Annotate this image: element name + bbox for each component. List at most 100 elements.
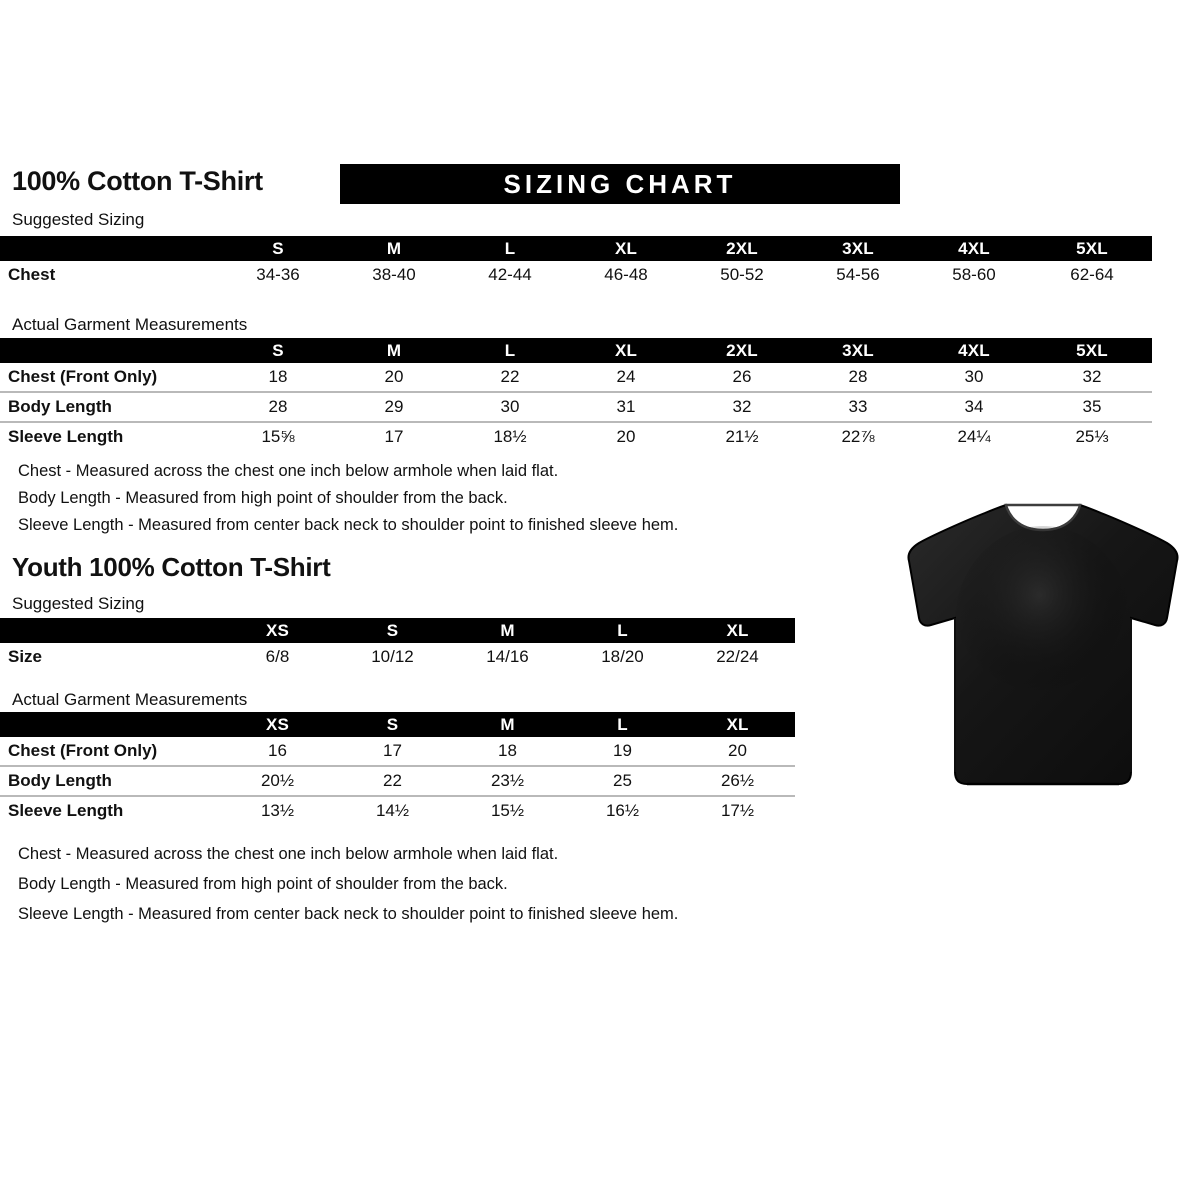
table-row: Body Length 28 29 30 31 32 33 34 35 [0, 392, 1152, 423]
cell-chest-xl: 46-48 [604, 265, 648, 284]
table-row: Chest (Front Only) 16 17 18 19 20 [0, 737, 795, 767]
cell-chestfront-m: 18 [450, 737, 565, 767]
adult-measurements-table: S M L XL 2XL 3XL 4XL 5XL Chest (Front On… [0, 338, 1152, 451]
table-row: Body Length 20½ 22 23½ 25 26½ [0, 766, 795, 797]
cell-chest-5xl: 62-64 [1070, 265, 1114, 284]
cell-chestfront-xl: 24 [568, 363, 684, 393]
cell-sleevelength-3xl: 22⅞ [841, 427, 875, 446]
youth-suggested-table: XS S M L XL Size 6/8 10/12 14/16 18/20 2… [0, 618, 795, 671]
adult-note-body-length: Body Length - Measured from high point o… [18, 489, 508, 507]
col-head-l: L [504, 238, 516, 258]
table-row: Size 6/8 10/12 14/16 18/20 22/24 [0, 643, 795, 671]
tshirt-icon [907, 503, 1179, 786]
cell-chestfront-5xl: 32 [1032, 363, 1152, 393]
col-head-m: M [386, 340, 402, 360]
col-head-blank [0, 712, 220, 737]
youth-measurements-caption: Actual Garment Measurements [12, 690, 248, 709]
youth-note-chest: Chest - Measured across the chest one in… [18, 845, 559, 863]
row-label-chest-front-only: Chest (Front Only) [0, 737, 220, 767]
cell-size-m: 14/16 [486, 647, 529, 666]
cell-chestfront-3xl: 28 [800, 363, 916, 393]
cell-bodylength-xl: 26½ [680, 766, 795, 797]
cell-chestfront-s: 17 [335, 737, 450, 767]
row-label-body-length: Body Length [0, 766, 220, 797]
col-head-xl: XL [726, 620, 749, 640]
cell-bodylength-m: 23½ [450, 766, 565, 797]
cell-bodylength-l: 30 [452, 392, 568, 423]
adult-suggested-caption: Suggested Sizing [12, 210, 145, 229]
cell-size-l: 18/20 [601, 647, 644, 666]
cell-sleevelength-xs: 13½ [260, 801, 295, 820]
cell-chest-3xl: 54-56 [836, 265, 880, 284]
cell-sleevelength-s: 15⅝ [261, 427, 295, 446]
col-head-xs: XS [265, 620, 290, 640]
col-head-m: M [386, 238, 402, 258]
cell-sleevelength-xl: 17½ [720, 801, 755, 820]
cell-chestfront-xl: 20 [680, 737, 795, 767]
sizing-chart-banner-text: SIZING CHART [503, 168, 737, 199]
cell-bodylength-3xl: 33 [800, 392, 916, 423]
table-row: Chest 34-36 38-40 42-44 46-48 50-52 54-5… [0, 261, 1152, 289]
cell-chest-4xl: 58-60 [952, 265, 996, 284]
col-head-l: L [504, 340, 516, 360]
adult-measurements-caption: Actual Garment Measurements [12, 315, 248, 334]
cell-sleevelength-s: 14½ [375, 801, 410, 820]
col-head-s: S [386, 620, 399, 640]
cell-bodylength-s: 22 [335, 766, 450, 797]
col-head-5xl: 5XL [1076, 340, 1108, 360]
youth-note-body-length: Body Length - Measured from high point o… [18, 875, 508, 893]
cell-chestfront-2xl: 26 [684, 363, 800, 393]
col-head-xl: XL [726, 714, 749, 734]
cell-chest-l: 42-44 [488, 265, 532, 284]
col-head-l: L [617, 714, 628, 734]
row-label-chest-front-only: Chest (Front Only) [0, 363, 220, 393]
cell-bodylength-2xl: 32 [684, 392, 800, 423]
cell-bodylength-xl: 31 [568, 392, 684, 423]
cell-sleevelength-m: 17 [384, 427, 404, 446]
cell-sleevelength-m: 15½ [490, 801, 525, 820]
col-head-s: S [272, 340, 284, 360]
youth-measurements-table: XS S M L XL Chest (Front Only) 16 17 18 … [0, 712, 795, 825]
youth-measurements-header-row: XS S M L XL [0, 712, 795, 737]
adult-note-chest: Chest - Measured across the chest one in… [18, 462, 559, 480]
cell-bodylength-4xl: 34 [916, 392, 1032, 423]
cell-chest-s: 34-36 [256, 265, 300, 284]
cell-bodylength-s: 28 [220, 392, 336, 423]
col-head-xs: XS [265, 714, 290, 734]
adult-suggested-table: S M L XL 2XL 3XL 4XL 5XL Chest 34-36 38-… [0, 236, 1152, 289]
cell-sleevelength-xl: 20 [616, 427, 636, 446]
col-head-blank [0, 618, 220, 643]
cell-chestfront-4xl: 30 [916, 363, 1032, 393]
cell-chestfront-l: 19 [565, 737, 680, 767]
adult-note-sleeve-length: Sleeve Length - Measured from center bac… [18, 516, 679, 534]
row-label-sleeve-length: Sleeve Length [8, 801, 124, 820]
cell-sleevelength-4xl: 24¼ [957, 427, 991, 446]
col-head-s: S [386, 714, 399, 734]
cell-sleevelength-5xl: 25⅓ [1075, 427, 1109, 446]
adult-suggested-header-row: S M L XL 2XL 3XL 4XL 5XL [0, 236, 1152, 261]
row-label-size: Size [8, 647, 43, 666]
cell-chestfront-m: 20 [336, 363, 452, 393]
col-head-3xl: 3XL [842, 238, 874, 258]
col-head-xl: XL [614, 340, 638, 360]
row-label-body-length: Body Length [0, 392, 220, 423]
tshirt-illustration [893, 472, 1193, 807]
col-head-m: M [500, 714, 515, 734]
sizing-chart-banner: SIZING CHART [340, 164, 900, 204]
col-head-xl: XL [614, 238, 638, 258]
youth-suggested-header-row: XS S M L XL [0, 618, 795, 643]
cell-chest-m: 38-40 [372, 265, 416, 284]
col-head-blank [0, 236, 220, 261]
cell-bodylength-m: 29 [336, 392, 452, 423]
col-head-blank [0, 338, 220, 363]
cell-size-xs: 6/8 [265, 647, 290, 666]
cell-sleevelength-2xl: 21½ [725, 427, 759, 446]
youth-suggested-caption: Suggested Sizing [12, 594, 145, 613]
col-head-4xl: 4XL [958, 238, 990, 258]
col-head-4xl: 4XL [958, 340, 990, 360]
youth-note-sleeve-length: Sleeve Length - Measured from center bac… [18, 905, 679, 923]
table-row: Sleeve Length 13½ 14½ 15½ 16½ 17½ [0, 796, 795, 825]
col-head-2xl: 2XL [726, 340, 758, 360]
cell-size-s: 10/12 [371, 647, 414, 666]
